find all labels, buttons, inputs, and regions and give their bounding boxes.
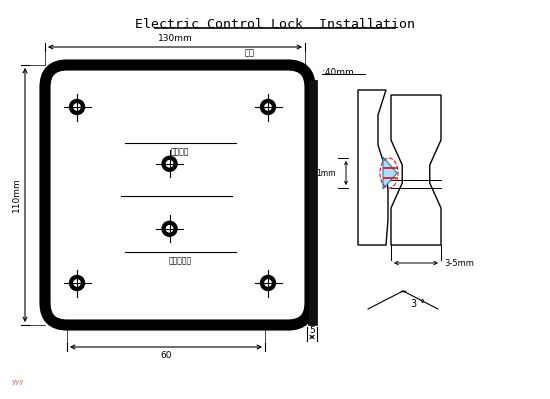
- Circle shape: [265, 280, 271, 286]
- Bar: [308, 80, 317, 325]
- Text: yyy: yyy: [12, 379, 24, 385]
- Circle shape: [167, 226, 173, 232]
- Text: 5: 5: [309, 326, 315, 335]
- Polygon shape: [391, 95, 441, 245]
- Circle shape: [74, 280, 80, 286]
- Circle shape: [69, 99, 85, 115]
- Circle shape: [74, 104, 80, 110]
- Circle shape: [261, 99, 276, 115]
- Circle shape: [261, 275, 276, 290]
- Circle shape: [265, 104, 271, 110]
- Text: Electric Control Lock  Installation: Electric Control Lock Installation: [135, 18, 415, 31]
- Text: 少少出线: 少少出线: [171, 147, 189, 156]
- Polygon shape: [383, 157, 397, 189]
- Circle shape: [162, 221, 177, 236]
- Text: 130mm: 130mm: [158, 34, 192, 43]
- Text: 1mm: 1mm: [316, 168, 336, 178]
- Text: 110mm: 110mm: [12, 178, 21, 212]
- Circle shape: [167, 161, 173, 167]
- Text: 60: 60: [160, 351, 172, 360]
- Circle shape: [69, 275, 85, 290]
- Text: :40mm: :40mm: [322, 68, 354, 77]
- Circle shape: [162, 156, 177, 171]
- Text: 门框: 门框: [245, 48, 255, 57]
- Text: 3-5mm: 3-5mm: [444, 259, 474, 267]
- FancyBboxPatch shape: [45, 65, 310, 325]
- Polygon shape: [358, 90, 388, 245]
- Text: 3 °: 3 °: [411, 299, 425, 309]
- Text: 适用于左门: 适用于左门: [169, 256, 192, 265]
